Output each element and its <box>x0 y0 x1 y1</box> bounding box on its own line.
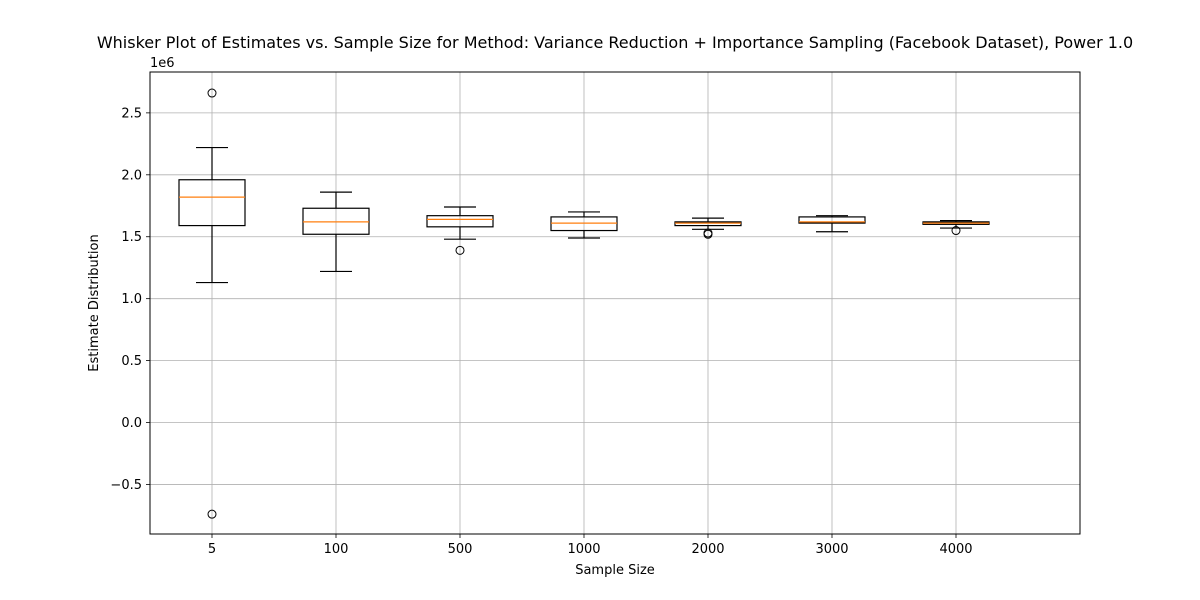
y-tick-label: 2.5 <box>121 106 142 121</box>
outlier-point <box>207 509 217 519</box>
y-tick-label: 1.0 <box>121 292 142 307</box>
outlier-point <box>455 245 465 255</box>
y-tick-label: −0.5 <box>110 478 142 493</box>
plot-area-frame <box>149 71 1081 535</box>
x-tick-label: 1000 <box>567 542 600 557</box>
box-1000 <box>550 211 618 239</box>
x-tick-label: 500 <box>448 542 473 557</box>
gridlines <box>150 72 1080 534</box>
box-3000 <box>798 215 866 233</box>
box-2000 <box>674 217 742 239</box>
outlier-point <box>951 226 961 236</box>
box-iqr <box>426 215 494 228</box>
box-iqr <box>178 179 246 227</box>
box-iqr <box>302 207 370 235</box>
x-tick-label: 2000 <box>691 542 724 557</box>
y-tick-label: 0.0 <box>121 416 142 431</box>
outlier-point <box>703 228 713 238</box>
box-100 <box>302 191 370 273</box>
box-series <box>178 88 990 519</box>
x-tick-label: 4000 <box>939 542 972 557</box>
box-500 <box>426 206 494 255</box>
tick-marks: 5 100 500 1000 2000 3000 4000 −0.5 0.0 0.5 1.0 1.5 2… <box>110 106 972 557</box>
box-iqr <box>798 216 866 224</box>
y-axis-label: Estimate Distribution <box>87 234 102 371</box>
box-5 <box>178 88 246 519</box>
x-tick-label: 3000 <box>815 542 848 557</box>
outlier-point <box>207 88 217 98</box>
box-4000 <box>922 220 990 236</box>
y-tick-label: 1.5 <box>121 230 142 245</box>
x-axis-label: Sample Size <box>575 563 655 578</box>
y-offset-label: 1e6 <box>150 56 175 71</box>
box-iqr <box>674 221 742 227</box>
x-tick-label: 5 <box>208 542 216 557</box>
x-tick-label: 100 <box>324 542 349 557</box>
box-iqr <box>550 216 618 232</box>
y-tick-label: 2.0 <box>121 168 142 183</box>
chart-title: Whisker Plot of Estimates vs. Sample Siz… <box>97 33 1133 52</box>
y-tick-label: 0.5 <box>121 354 142 369</box>
